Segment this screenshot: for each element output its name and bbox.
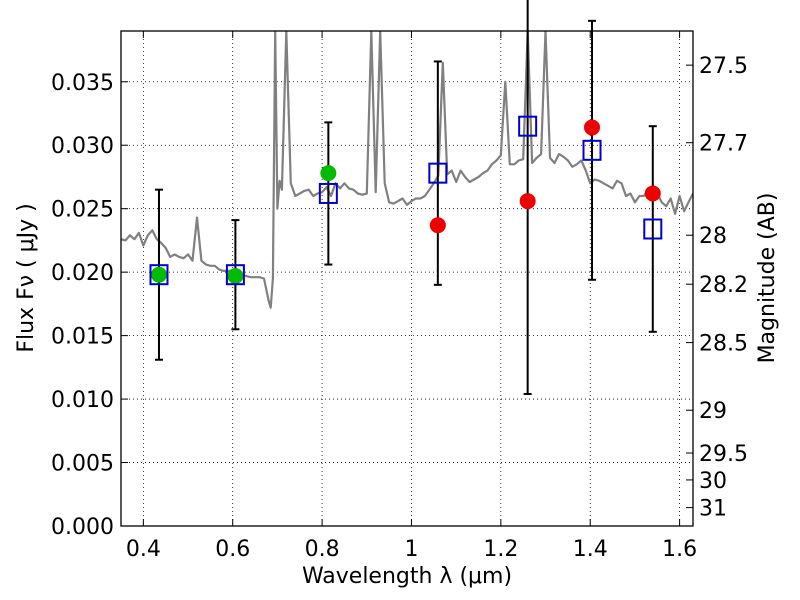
- y-tick-label: 0.000: [51, 515, 114, 540]
- observed-point-square: [643, 218, 663, 240]
- y-tick-labels: 0.000 0.005 0.010 0.015 0.020 0.025 0.030 0.035: [51, 71, 114, 540]
- model-point-red: [584, 119, 601, 136]
- y-tick-label: 0.015: [51, 325, 114, 350]
- x-tick-label: 1: [404, 537, 418, 562]
- model-point-green: [150, 266, 167, 283]
- y-tick-label: 0.010: [51, 388, 114, 413]
- x-tick-label: 1.2: [483, 537, 518, 562]
- x-tick-label: 1.4: [573, 537, 608, 562]
- observed-point-square: [518, 115, 538, 137]
- y-tick-label: 0.035: [51, 71, 114, 96]
- y2-tick-label: 28.5: [699, 332, 748, 357]
- observed-point-square: [428, 162, 448, 184]
- x-tick-label: 0.8: [305, 537, 340, 562]
- x-axis-title: Wavelength λ (μm): [302, 564, 512, 589]
- spectrum-layer: [121, 31, 693, 309]
- y-tick-label: 0.020: [51, 261, 114, 286]
- y-tick-label: 0.005: [51, 452, 114, 477]
- y-tick-label: 0.025: [51, 198, 114, 223]
- model-point-red: [429, 217, 446, 234]
- y2-tick-label: 29.5: [699, 442, 748, 467]
- y2-tick-label: 29: [699, 399, 727, 424]
- observed-point-square: [225, 264, 245, 286]
- observed-point-square: [318, 182, 338, 204]
- model-spectrum-line: [121, 31, 693, 309]
- y2-tick-label: 28.2: [699, 273, 748, 298]
- x-tick-label: 0.6: [215, 537, 250, 562]
- x-tick-label: 1.6: [662, 537, 697, 562]
- model-point-green: [227, 267, 244, 284]
- y2-tick-label: 27.7: [699, 132, 748, 157]
- model-point-red: [519, 193, 536, 210]
- y2-tick-labels: 27.5 27.7 28 28.2 28.5 29 29.530 31: [699, 54, 748, 521]
- y-tick-label: 0.030: [51, 134, 114, 159]
- plot-frame: [120, 30, 694, 527]
- marker-layer: [149, 115, 663, 286]
- axis-ticks: [121, 31, 693, 527]
- observed-point-square: [149, 264, 169, 286]
- y2-tick-label: 27.5: [699, 54, 748, 79]
- observed-point-square: [582, 139, 602, 161]
- y-axis-title: Flux Fν ( μJy ): [14, 203, 39, 352]
- gridlines: [121, 31, 693, 526]
- model-point-green: [320, 165, 337, 182]
- y2-tick-label: 31: [699, 497, 727, 522]
- x-tick-label: 0.4: [126, 537, 161, 562]
- y2-axis-title: Magnitude (AB): [755, 193, 780, 364]
- model-point-red: [644, 185, 661, 202]
- y2-tick-label: 28: [699, 224, 727, 249]
- errorbar-layer: [154, 0, 657, 395]
- x-tick-labels: 0.4 0.6 0.8 1 1.2 1.4 1.6: [126, 537, 697, 562]
- y2-tick-label: 30: [699, 469, 727, 494]
